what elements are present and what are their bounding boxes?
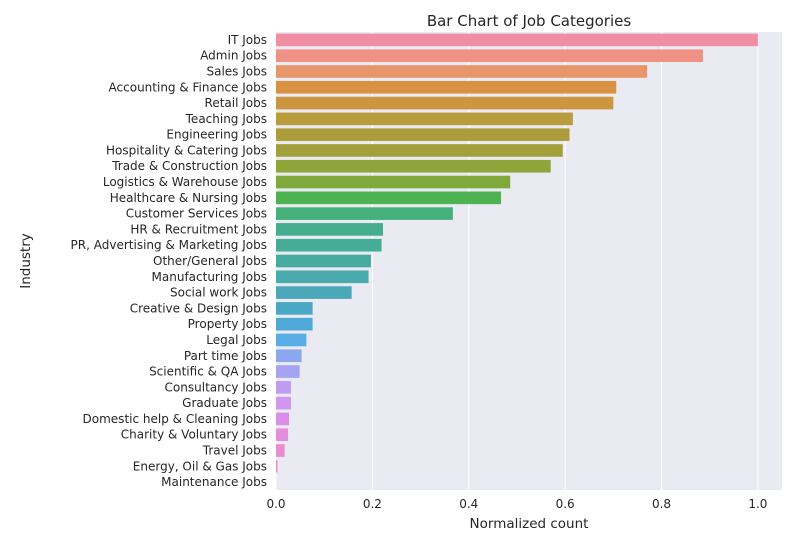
bar: [276, 112, 573, 126]
y-tick-label: Scientific & QA Jobs: [149, 365, 267, 379]
bar: [276, 317, 313, 331]
y-tick-label: Customer Services Jobs: [126, 207, 267, 221]
y-tick-label: Creative & Design Jobs: [130, 301, 267, 315]
bar: [276, 144, 563, 157]
x-tick-label: 0.6: [556, 497, 575, 511]
bar: [276, 128, 570, 141]
y-tick-label: PR, Advertising & Marketing Jobs: [71, 238, 267, 252]
y-tick-label: Logistics & Warehouse Jobs: [103, 175, 267, 189]
y-tick-label: Travel Jobs: [202, 444, 267, 458]
y-tick-label: Manufacturing Jobs: [152, 270, 267, 284]
bar: [276, 428, 289, 442]
y-tick-label: Consultancy Jobs: [165, 380, 267, 394]
x-tick-labels: 0.0 0.2 0.4 0.6 0.8 1.0: [266, 497, 767, 511]
bar: [276, 191, 502, 205]
bar: [276, 254, 371, 268]
bar: [276, 159, 551, 173]
y-tick-label: Retail Jobs: [205, 96, 267, 110]
y-tick-label: Energy, Oil & Gas Jobs: [133, 459, 267, 473]
y-tick-label: Domestic help & Cleaning Jobs: [83, 412, 267, 426]
y-tick-label: Property Jobs: [188, 317, 267, 331]
bar: [276, 412, 290, 426]
x-tick-label: 0.2: [363, 497, 382, 511]
y-tick-label: Accounting & Finance Jobs: [109, 80, 267, 94]
y-tick-label: IT Jobs: [228, 33, 267, 47]
bar: [276, 238, 382, 252]
y-tick-label: Graduate Jobs: [182, 396, 267, 410]
y-tick-label: Social work Jobs: [170, 286, 267, 300]
bar: [276, 444, 285, 457]
bar: [276, 396, 291, 410]
bar: [276, 65, 648, 78]
y-tick-label: Admin Jobs: [200, 49, 267, 63]
bar: [276, 349, 302, 363]
y-tick-label: Trade & Construction Jobs: [111, 159, 267, 173]
bar: [276, 223, 383, 236]
y-tick-label: Charity & Voluntary Jobs: [121, 428, 267, 442]
y-tick-label: HR & Recruitment Jobs: [130, 222, 267, 236]
y-tick-label: Sales Jobs: [206, 64, 267, 78]
y-tick-label: Teaching Jobs: [185, 112, 267, 126]
y-tick-label: Legal Jobs: [206, 333, 267, 347]
x-tick-label: 1.0: [748, 497, 767, 511]
y-tick-label: Hospitality & Catering Jobs: [106, 143, 267, 157]
bar: [276, 175, 511, 189]
bar: [276, 96, 614, 110]
y-tick-label: Maintenance Jobs: [161, 475, 267, 489]
y-axis-label: Industry: [18, 233, 34, 289]
bar: [276, 381, 291, 394]
y-tick-label: Other/General Jobs: [153, 254, 267, 268]
bar: [276, 302, 313, 315]
bar: [276, 80, 617, 94]
x-tick-label: 0.4: [459, 497, 478, 511]
bars-group: [276, 33, 758, 473]
bar: [276, 207, 453, 220]
bar: [276, 365, 300, 378]
chart-title: Bar Chart of Job Categories: [427, 12, 632, 30]
bar: [276, 33, 758, 47]
bar: [276, 49, 703, 63]
bar: [276, 270, 369, 284]
bar: [276, 459, 278, 473]
y-tick-label: Healthcare & Nursing Jobs: [110, 191, 267, 205]
y-tick-label: Part time Jobs: [184, 349, 267, 363]
x-tick-label: 0.8: [652, 497, 671, 511]
x-tick-label: 0.0: [266, 497, 285, 511]
bar: [276, 333, 307, 347]
bar: [276, 286, 352, 299]
x-axis-label: Normalized count: [470, 516, 589, 532]
y-tick-label: Engineering Jobs: [166, 128, 267, 142]
